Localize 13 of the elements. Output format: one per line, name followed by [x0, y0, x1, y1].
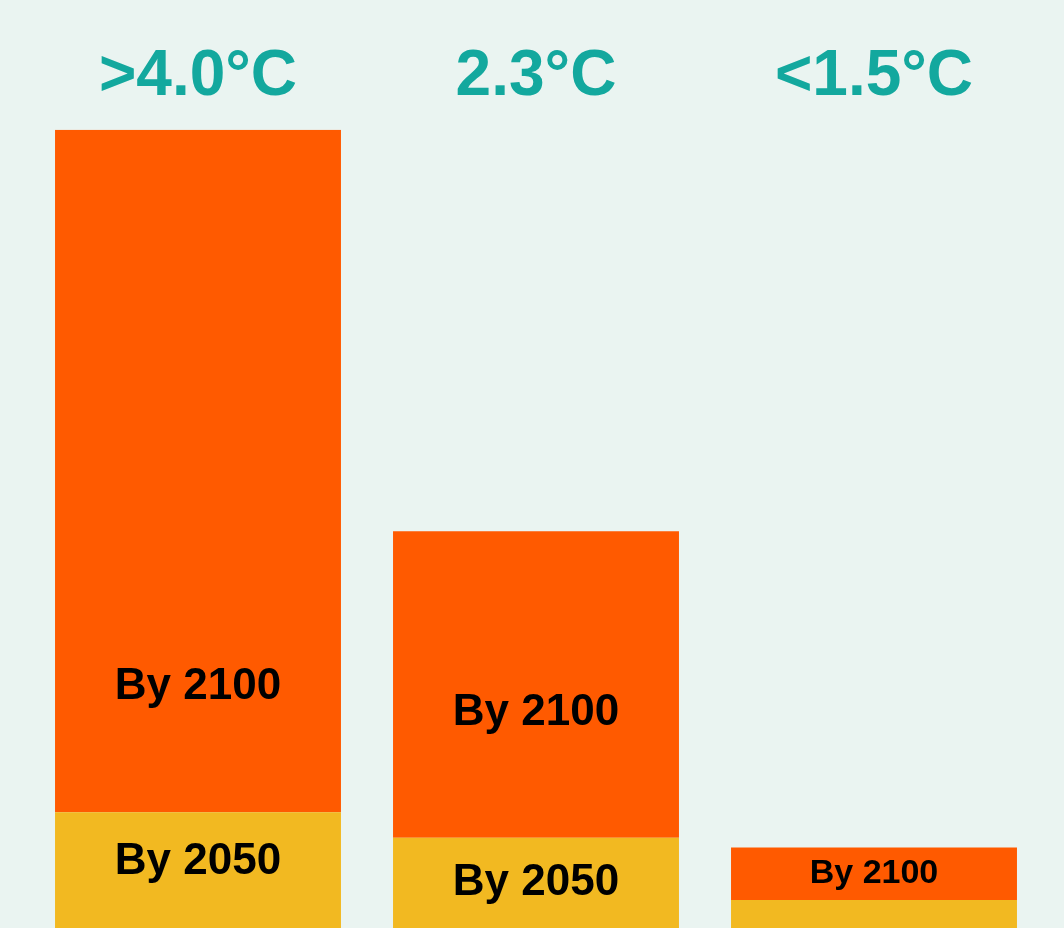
text: By 2100 [452, 684, 620, 734]
bar [55, 129, 341, 813]
x-tick-label: >4.0°C [98, 37, 298, 110]
text: By 2100 [114, 659, 282, 709]
bar [731, 847, 1017, 901]
x-tick-label: 2.3°C [455, 37, 617, 110]
x-tick-label: <1.5°C [774, 37, 974, 110]
text: By 2050 [114, 834, 282, 884]
bar [55, 812, 341, 928]
series-label: By 2050 [452, 855, 620, 905]
bar [731, 900, 1017, 928]
series-label: By 2100 [809, 852, 939, 891]
bar [393, 531, 679, 838]
